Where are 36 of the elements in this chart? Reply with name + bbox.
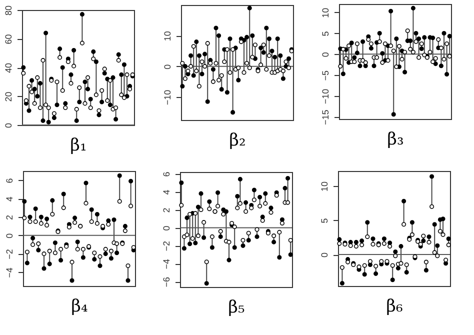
y-tick-label: 0 (4, 122, 14, 128)
y-tick-label: 2 (162, 208, 172, 213)
y-tick-label: −10 (162, 90, 172, 106)
x-axis-title: β₃ (387, 130, 404, 150)
y-tick-label: −2 (4, 249, 14, 260)
y-tick-label: 4 (4, 196, 14, 202)
y-tick-label: 20 (4, 92, 14, 102)
y-tick-label: −15 (320, 110, 330, 126)
y-tick-label: 2 (4, 214, 14, 220)
x-axis-title: β₄ (71, 296, 88, 316)
y-tick-label: 40 (4, 62, 14, 74)
y-tick-label: 0 (320, 252, 330, 258)
y-tick-label: 60 (4, 34, 14, 44)
y-tick-label: −4 (162, 259, 172, 270)
y-tick-label: 6 (162, 172, 172, 177)
x-axis-title: β₁ (70, 136, 87, 156)
y-tick-label: 0 (162, 64, 172, 70)
y-tick-label: 0 (4, 233, 14, 238)
y-tick-label: 5 (320, 218, 330, 224)
x-axis-title: β₅ (228, 298, 245, 318)
y-tick-label: −10 (320, 88, 330, 104)
y-tick-label: 4 (162, 190, 172, 195)
y-tick-label: −4 (4, 268, 14, 278)
x-axis-title: β₂ (229, 130, 246, 150)
y-tick-label: 10 (320, 8, 330, 18)
x-axis-title: β₆ (386, 296, 403, 316)
y-tick-label: −6 (162, 276, 172, 288)
y-tick-label: 10 (162, 31, 172, 42)
y-tick-label: 10 (320, 182, 330, 192)
y-tick-label: 0 (162, 226, 172, 231)
y-tick-label: 5 (320, 31, 330, 36)
y-tick-label: 6 (4, 178, 14, 184)
y-tick-label: −5 (320, 70, 330, 81)
y-tick-label: −2 (162, 241, 172, 252)
y-tick-label: 0 (320, 52, 330, 58)
y-tick-label: 80 (4, 5, 14, 16)
